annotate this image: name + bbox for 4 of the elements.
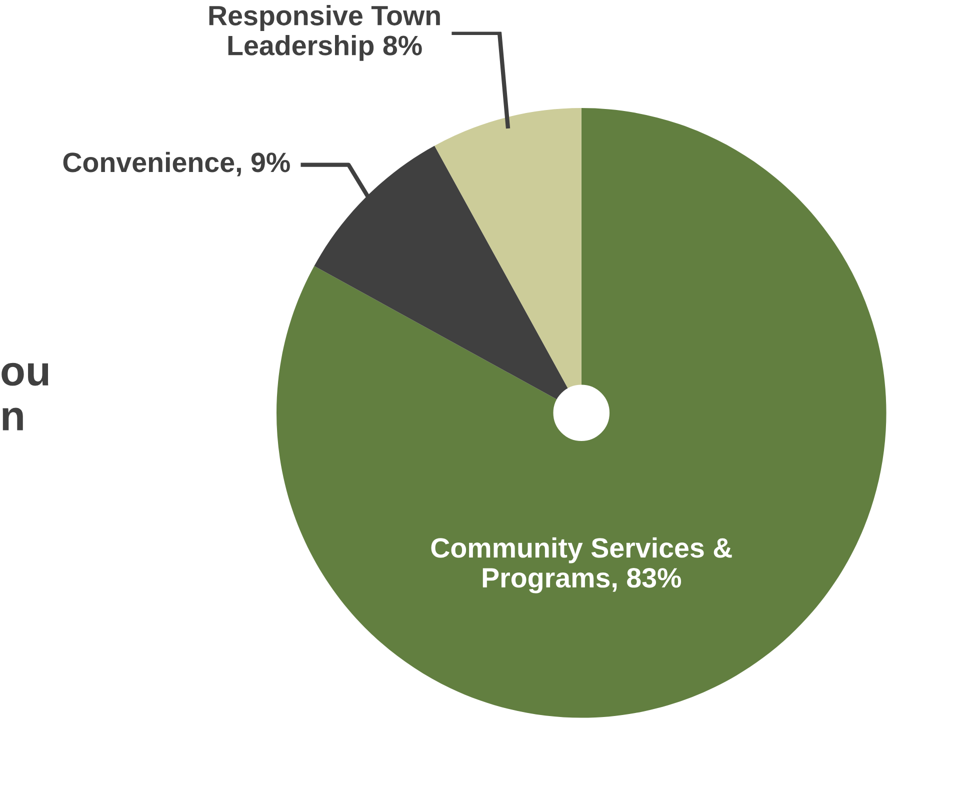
text: ou n: [2, 362, 48, 430]
slice-label: Community Services & Programs, 83%: [431, 537, 732, 594]
slice-label: Convenience, 9%: [63, 152, 290, 176]
slice-label: Responsive Town Leadership 8%: [209, 5, 440, 61]
